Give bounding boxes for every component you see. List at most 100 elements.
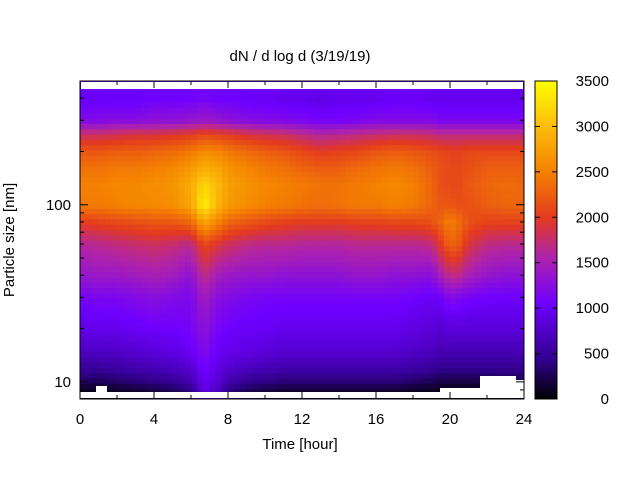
colorbar-tick-label: 3500 — [576, 73, 609, 90]
heatmap-cell — [388, 324, 396, 331]
heatmap-cell — [191, 139, 198, 146]
heatmap-cell — [197, 149, 204, 156]
heatmap-cell — [499, 250, 507, 257]
heatmap-cell — [443, 335, 451, 342]
heatmap-cell — [110, 261, 118, 268]
heatmap-cell — [295, 293, 303, 299]
heatmap-cell — [92, 86, 100, 93]
heatmap-cell — [499, 282, 507, 289]
heatmap-cell — [246, 388, 254, 395]
heatmap-cell — [487, 144, 494, 151]
heatmap-cell — [252, 308, 260, 315]
heatmap-cell — [357, 335, 365, 342]
heatmap-cell — [191, 208, 198, 215]
heatmap-cell — [431, 245, 439, 252]
heatmap-cell — [295, 346, 303, 352]
heatmap-cell — [493, 356, 500, 363]
heatmap-cell — [437, 335, 445, 342]
heatmap-cell — [86, 144, 93, 151]
heatmap-cell — [141, 86, 149, 93]
heatmap-cell — [172, 240, 180, 246]
heatmap-cell — [215, 245, 223, 252]
heatmap-cell — [295, 377, 303, 384]
heatmap-cell — [394, 123, 402, 130]
heatmap-cell — [289, 86, 297, 93]
heatmap-cell — [382, 208, 389, 215]
heatmap-cell — [271, 324, 278, 331]
heatmap-cell — [265, 224, 272, 230]
heatmap-cell — [431, 149, 439, 156]
heatmap-cell — [351, 282, 359, 289]
heatmap-cell — [443, 372, 451, 379]
heatmap-cell — [382, 165, 389, 172]
heatmap-cell — [425, 139, 433, 146]
heatmap-cell — [308, 128, 315, 135]
heatmap-cell — [135, 330, 143, 336]
heatmap-cell — [474, 356, 482, 363]
heatmap-cell — [419, 155, 426, 162]
heatmap-cell — [332, 139, 340, 146]
heatmap-cell — [468, 160, 476, 167]
heatmap-cell — [289, 218, 297, 225]
heatmap-cell — [166, 208, 174, 215]
heatmap-cell — [357, 287, 365, 294]
heatmap-cell — [265, 356, 272, 363]
heatmap-cell — [289, 181, 297, 188]
heatmap-cell — [178, 271, 186, 278]
heatmap-cell — [295, 314, 303, 321]
heatmap-cell — [314, 298, 322, 305]
heatmap-cell — [178, 218, 186, 225]
heatmap-cell — [258, 128, 266, 135]
heatmap-cell — [178, 224, 186, 230]
heatmap-cell — [431, 308, 439, 315]
heatmap-cell — [443, 298, 451, 305]
heatmap-cell — [265, 293, 272, 299]
heatmap-cell — [258, 197, 266, 204]
heatmap-cell — [265, 277, 272, 283]
heatmap-cell — [141, 155, 149, 162]
heatmap-cell — [388, 298, 396, 305]
heatmap-cell — [400, 123, 408, 130]
heatmap-cell — [160, 377, 167, 384]
heatmap-cell — [92, 245, 100, 252]
heatmap-cell — [363, 91, 371, 98]
heatmap-cell — [271, 372, 278, 379]
heatmap-cell — [160, 176, 167, 183]
heatmap-cell — [369, 149, 377, 156]
heatmap-cell — [462, 330, 470, 336]
heatmap-cell — [369, 335, 377, 342]
heatmap-cell — [283, 255, 291, 262]
heatmap-cell — [450, 293, 457, 299]
heatmap-cell — [147, 213, 155, 220]
heatmap-cell — [376, 229, 383, 236]
heatmap-cell — [252, 107, 260, 114]
heatmap-cell — [357, 245, 365, 252]
heatmap-cell — [480, 218, 488, 225]
heatmap-cell — [308, 324, 315, 331]
heatmap-cell — [135, 319, 143, 326]
heatmap-cell — [265, 91, 272, 98]
heatmap-cell — [505, 271, 513, 278]
heatmap-cell — [98, 118, 106, 124]
heatmap-cell — [406, 96, 414, 103]
heatmap-cell — [265, 351, 272, 358]
heatmap-cell — [308, 171, 315, 177]
heatmap-cell — [363, 255, 371, 262]
heatmap-cell — [400, 96, 408, 103]
heatmap-cell — [351, 372, 359, 379]
heatmap-cell — [123, 160, 130, 167]
heatmap-cell — [191, 287, 198, 294]
heatmap-cell — [388, 224, 396, 230]
heatmap-cell — [314, 123, 322, 130]
heatmap-cell — [480, 346, 488, 352]
heatmap-cell — [147, 367, 155, 374]
heatmap-cell — [345, 372, 352, 379]
heatmap-cell — [376, 181, 383, 188]
heatmap-cell — [474, 361, 482, 368]
heatmap-cell — [258, 324, 266, 331]
heatmap-cell — [221, 319, 229, 326]
heatmap-cell — [450, 123, 457, 130]
heatmap-cell — [240, 197, 248, 204]
heatmap-cell — [166, 229, 174, 236]
heatmap-cell — [357, 330, 365, 336]
